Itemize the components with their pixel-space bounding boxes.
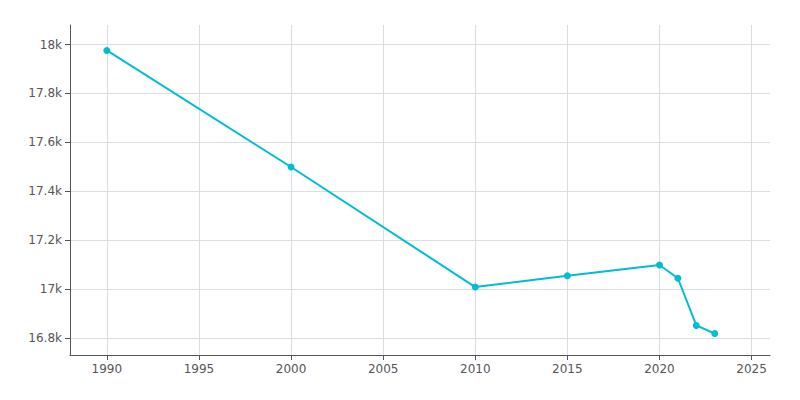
svg-text:2005: 2005 [368,362,399,376]
svg-text:1990: 1990 [92,362,123,376]
svg-text:16.8k: 16.8k [28,331,62,345]
svg-text:17.4k: 17.4k [28,184,62,198]
svg-text:2020: 2020 [644,362,675,376]
svg-text:1995: 1995 [184,362,215,376]
svg-text:2010: 2010 [460,362,491,376]
svg-text:2000: 2000 [276,362,307,376]
svg-text:2015: 2015 [552,362,583,376]
svg-text:17.2k: 17.2k [28,233,62,247]
svg-text:18k: 18k [40,38,62,52]
svg-text:17k: 17k [40,282,62,296]
svg-text:17.8k: 17.8k [28,86,62,100]
svg-text:2025: 2025 [736,362,767,376]
svg-text:17.6k: 17.6k [28,135,62,149]
